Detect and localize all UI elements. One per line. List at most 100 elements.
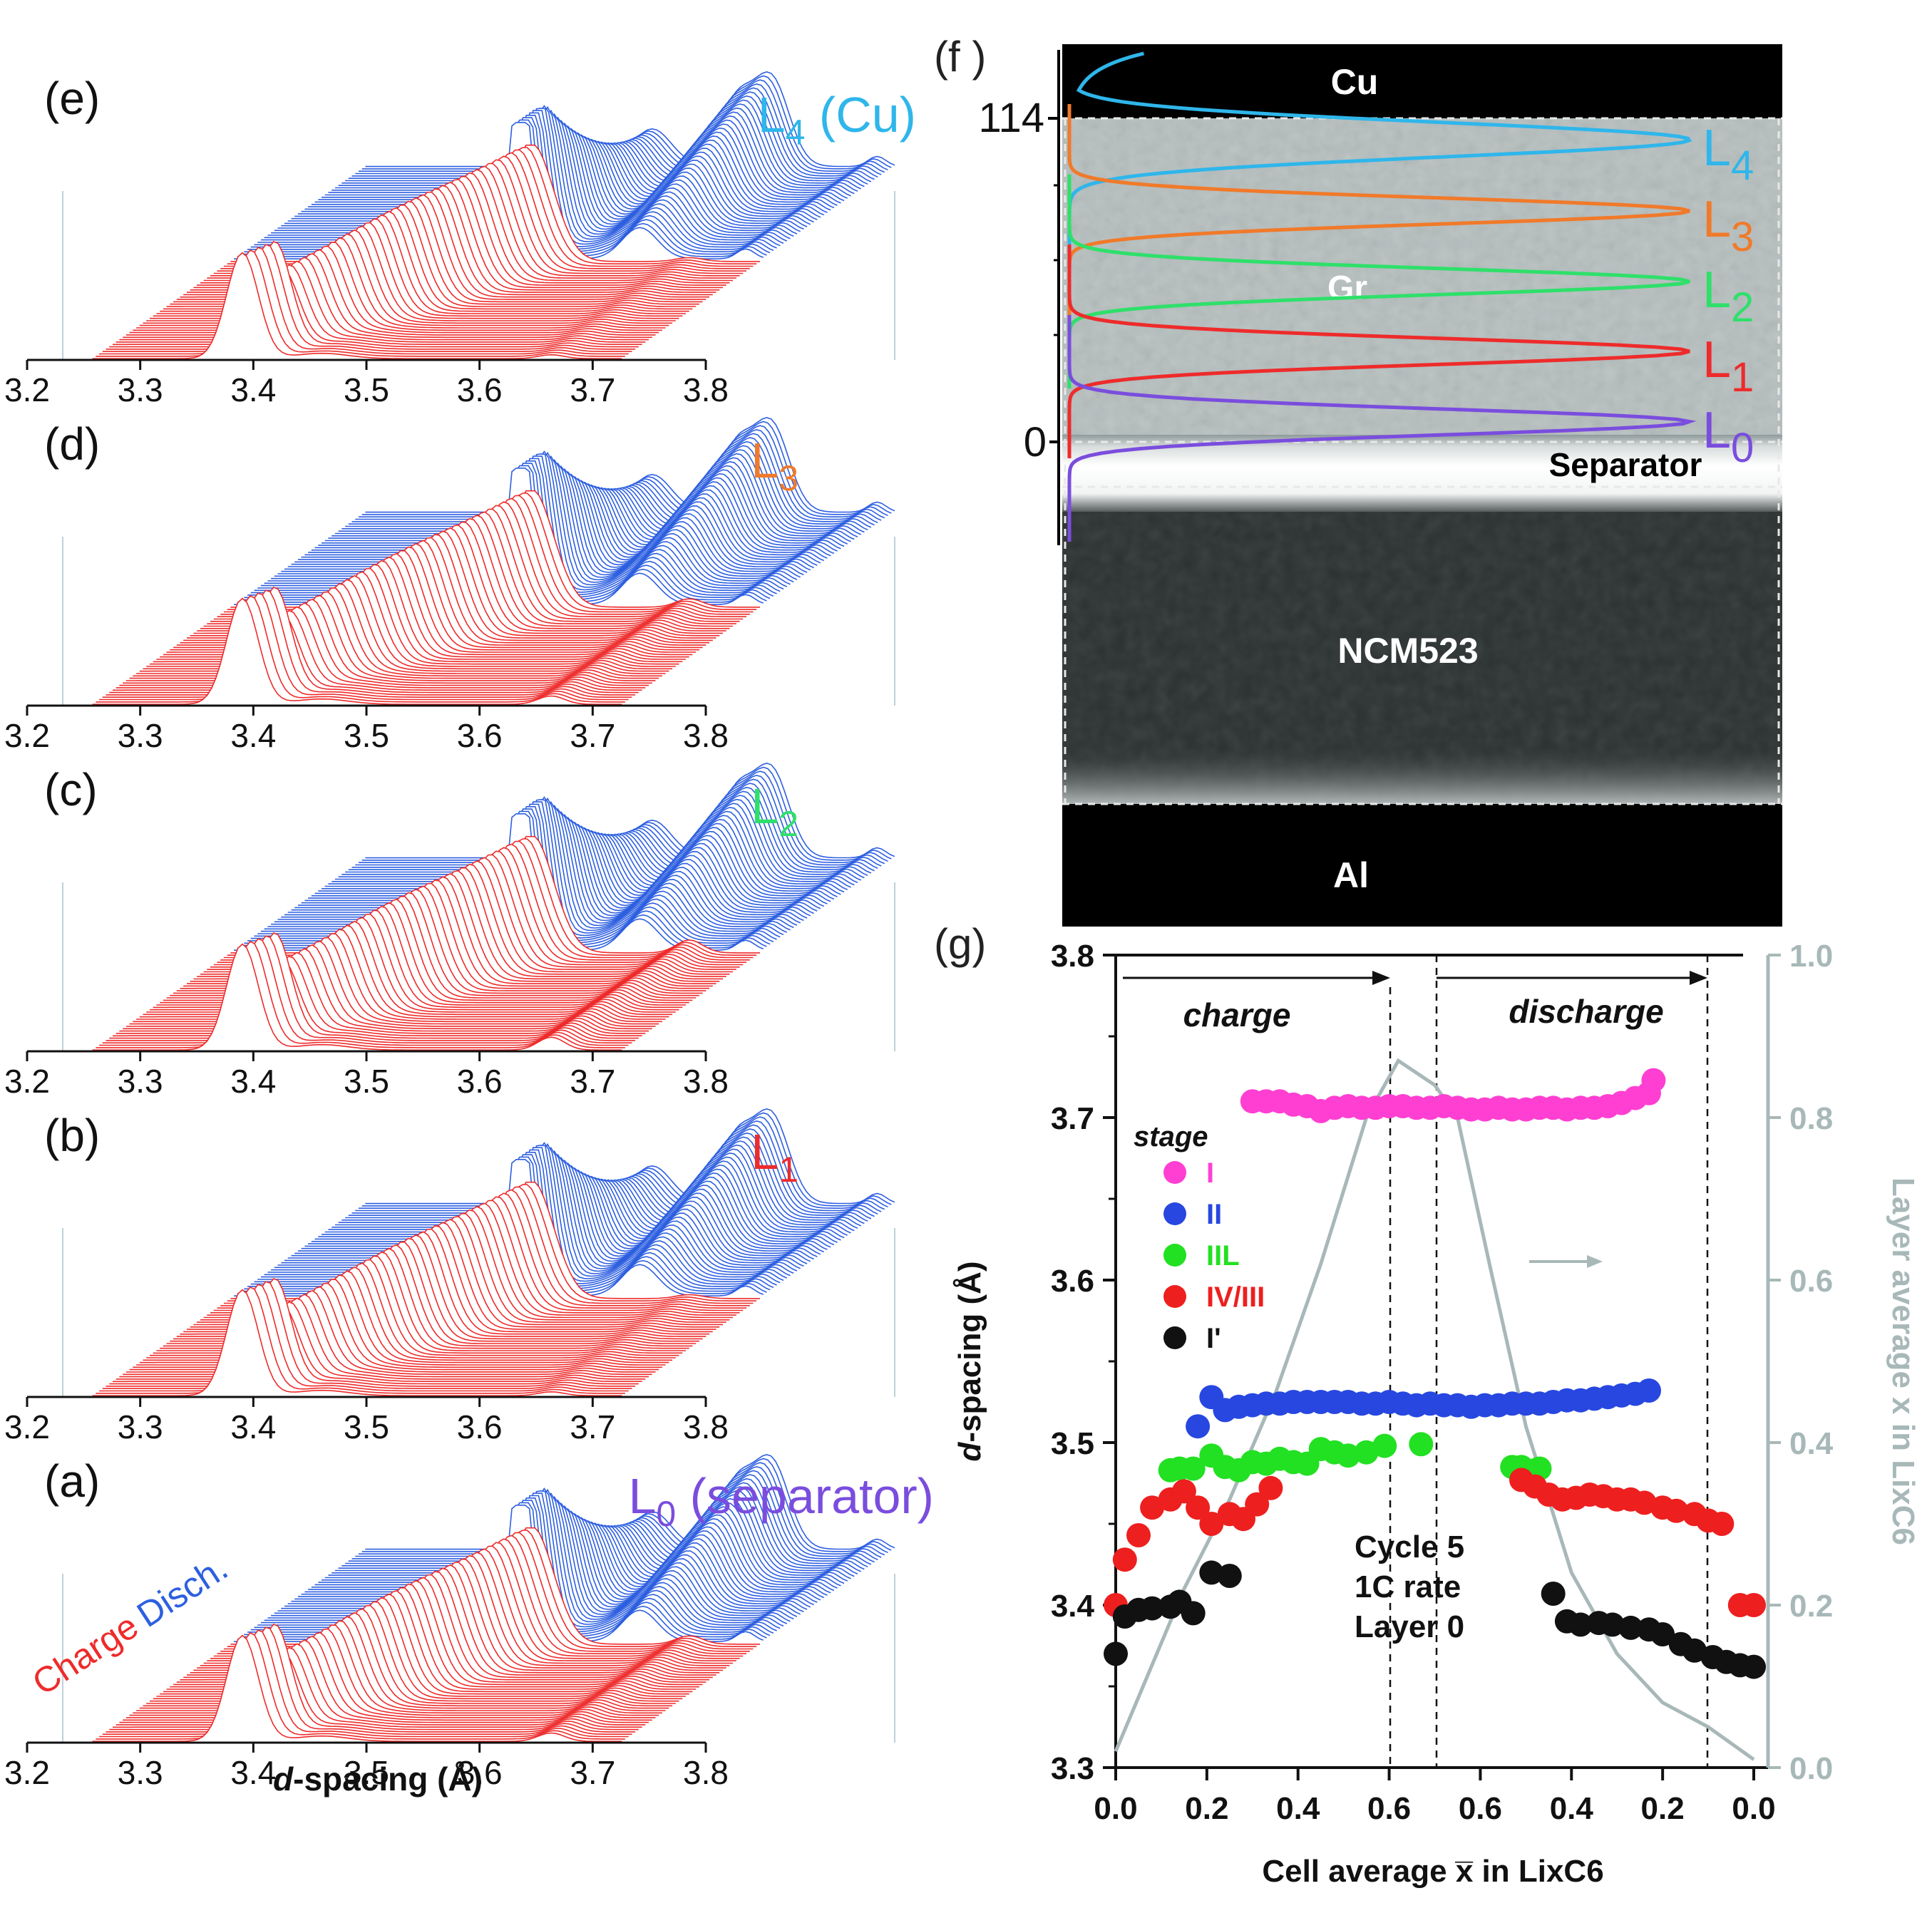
stack-x-tick-label: 3.7 <box>570 1754 615 1791</box>
legend-label: II <box>1206 1199 1222 1230</box>
charge-trace <box>123 1635 652 1721</box>
charge-trace <box>119 602 649 686</box>
data-point <box>1140 1495 1165 1520</box>
stack-x-tick-label: 3.7 <box>570 717 615 754</box>
g-y2tick-label: 0.4 <box>1789 1426 1834 1461</box>
stack-panel-letter: (b) <box>44 1110 100 1161</box>
stack-panel-a: 3.2 3.3 3.4 3.5 3.6 3.7 3.8 (a) L0 (separator) <box>4 1454 934 1791</box>
stack-x-tick-label: 3.8 <box>683 1754 729 1791</box>
stack-x-tick-label: 3.6 <box>457 717 503 754</box>
region-gr-label: Gr <box>1327 269 1367 307</box>
charge-trace <box>92 943 622 1051</box>
data-point <box>1682 1638 1707 1663</box>
data-point <box>1186 1414 1211 1439</box>
data-point <box>1199 1560 1224 1585</box>
data-point <box>1618 1615 1643 1640</box>
data-point <box>1181 1456 1206 1481</box>
charge-trace <box>113 264 642 346</box>
stacked-spectra-panels: 3.2 3.3 3.4 3.5 3.6 3.7 3.8 (e) L4 (Cu) 3.2 3.3 3.4… <box>4 71 934 1791</box>
ncm-edge <box>1062 741 1782 805</box>
stack-x-tick-label: 3.6 <box>457 1754 503 1791</box>
graphite-texture <box>1062 118 1782 443</box>
cu-layer <box>1062 44 1782 118</box>
data-point <box>1336 1443 1360 1468</box>
charge-trace <box>99 247 629 355</box>
legend-label: I <box>1206 1157 1214 1189</box>
stack-x-tick-label: 3.4 <box>230 1408 276 1445</box>
separator-layer <box>1062 435 1782 513</box>
stack-x-tick-label: 3.8 <box>683 371 729 408</box>
legend-charge: Charge <box>25 1606 145 1703</box>
charge-trace <box>92 597 622 705</box>
stack-panel-b: 3.2 3.3 3.4 3.5 3.6 3.7 3.8 (b) L1 <box>4 1108 895 1445</box>
panel-f-cross-section: (f ) Cu Gr Separator NCM523 Al <box>934 33 1782 927</box>
g-ytick-label: 3.3 <box>1051 1751 1094 1786</box>
g-xtick-label: 0.2 <box>1185 1791 1228 1826</box>
charge-trace <box>115 606 646 689</box>
legend-marker <box>1163 1161 1186 1184</box>
g-xtick-label: 0.6 <box>1459 1791 1502 1826</box>
stack-x-tick-label: 3.4 <box>230 1063 276 1100</box>
region-ncm-label: NCM523 <box>1337 631 1478 671</box>
stack-x-tick-label: 3.7 <box>570 1063 615 1100</box>
data-point <box>1199 1512 1224 1536</box>
stack-panel-c: 3.2 3.3 3.4 3.5 3.6 3.7 3.8 (c) L2 <box>4 763 895 1100</box>
stack-x-tick-label: 3.6 <box>457 1408 503 1445</box>
charge-trace <box>113 1301 642 1383</box>
charge-trace <box>115 1643 646 1726</box>
stack-x-tick-label: 3.5 <box>344 1408 389 1445</box>
g-ytick-label: 3.5 <box>1051 1426 1094 1461</box>
charge-trace <box>109 614 639 693</box>
stack-x-tick-label: 3.4 <box>230 1754 276 1791</box>
stack-x-tick-label: 3.5 <box>344 1063 389 1100</box>
note-line: Layer 0 <box>1355 1609 1464 1644</box>
stack-panel-letter: (c) <box>44 764 98 815</box>
note-line: 1C rate <box>1355 1569 1461 1604</box>
layer-label-3: L3 <box>1702 191 1754 260</box>
stack-x-tick-label: 3.4 <box>230 371 276 408</box>
stack-xlabel: d-spacing (Å) <box>273 1760 483 1798</box>
layer-label-1: L1 <box>1702 331 1754 401</box>
charge-trace <box>109 1651 639 1731</box>
legend-discharge: Disch. <box>130 1547 235 1635</box>
panel-g-letter: (g) <box>934 920 986 968</box>
legend-label: I' <box>1206 1323 1221 1354</box>
stack-x-tick-label: 3.3 <box>118 717 163 754</box>
g-y2label: Layer average x in LixC6 <box>1886 1177 1921 1545</box>
charge-trace <box>106 241 636 350</box>
data-point <box>1541 1582 1566 1606</box>
stack-x-tick-label: 3.3 <box>118 371 163 408</box>
charge-trace <box>102 1626 632 1735</box>
panel-f-tick-0: 0 <box>1024 419 1047 465</box>
charge-annotation: charge <box>1183 996 1291 1033</box>
data-point <box>1568 1612 1593 1637</box>
layer-label-4: L4 <box>1702 120 1754 189</box>
g-ytick-label: 3.4 <box>1051 1589 1095 1624</box>
series-IVIII <box>1104 1468 1766 1617</box>
g-y2tick-label: 0.6 <box>1789 1264 1833 1299</box>
data-point <box>1245 1492 1270 1517</box>
data-point <box>1258 1475 1283 1500</box>
charge-trace <box>92 1289 622 1396</box>
note-line: Cycle 5 <box>1355 1530 1464 1564</box>
stack-x-tick-label: 3.2 <box>4 1063 50 1100</box>
charge-trace <box>123 252 652 339</box>
charge-trace <box>119 1294 649 1378</box>
g-ytick-label: 3.6 <box>1051 1264 1094 1299</box>
stack-layer-label: L4 (Cu) <box>758 87 916 153</box>
charge-trace <box>102 589 632 698</box>
data-point <box>1600 1612 1625 1637</box>
g-ytick-label: 3.7 <box>1051 1101 1094 1136</box>
stack-x-tick-label: 3.2 <box>4 1408 50 1445</box>
data-point <box>1171 1479 1196 1504</box>
series-I <box>1240 1081 1661 1123</box>
charge-trace <box>99 592 629 701</box>
charge-trace <box>115 1297 646 1380</box>
stack-x-tick-label: 3.7 <box>570 1408 615 1445</box>
panel-f-tick-114: 114 <box>979 95 1044 141</box>
stack-x-tick-label: 3.6 <box>457 371 503 408</box>
stack-x-tick-label: 3.5 <box>344 717 389 754</box>
g-ylabel: d-spacing (Å) <box>952 1261 987 1461</box>
